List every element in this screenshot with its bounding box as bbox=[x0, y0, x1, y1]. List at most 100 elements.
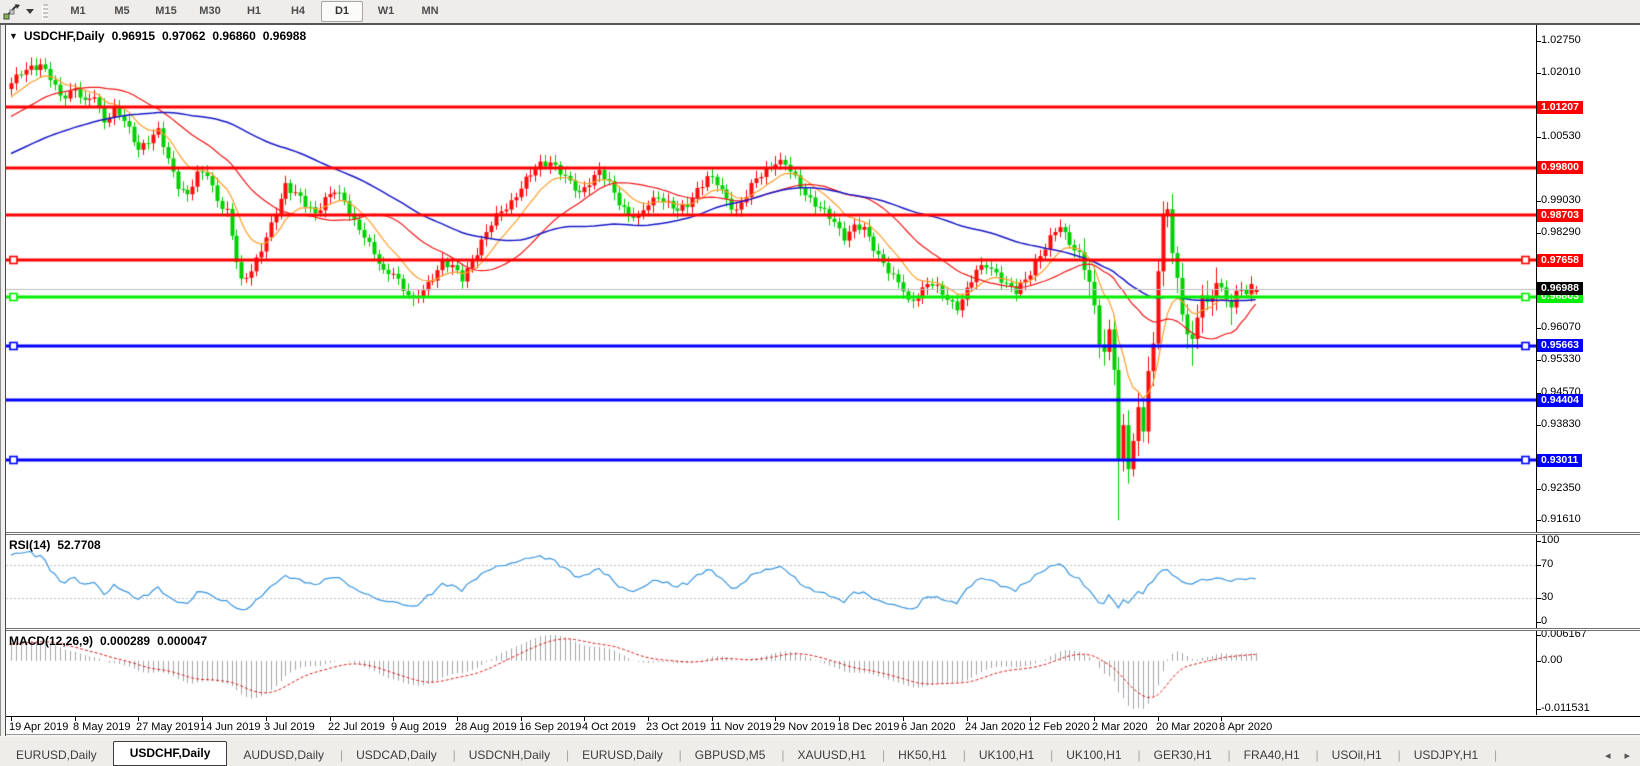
line-price-badge: 0.99800 bbox=[1537, 161, 1583, 174]
price-chart-canvas[interactable] bbox=[6, 26, 1536, 532]
time-axis-date-label: 8 May 2019 bbox=[73, 721, 131, 733]
time-axis-date-label: 14 Jun 2019 bbox=[200, 721, 261, 733]
chart-left-gutter bbox=[0, 25, 6, 736]
macd-canvas[interactable] bbox=[6, 631, 1536, 716]
close-value: 0.96988 bbox=[262, 29, 307, 43]
rsi-axis-tick bbox=[1536, 565, 1541, 566]
price-axis-tick-label: 1.02010 bbox=[1541, 66, 1581, 78]
chart-tab-5-eurusd-daily[interactable]: EURUSD,Daily bbox=[566, 744, 681, 766]
time-axis-date-label: 6 Jan 2020 bbox=[901, 721, 956, 733]
chart-tab-2-audusd-daily[interactable]: AUDUSD,Daily bbox=[227, 744, 342, 766]
time-axis-date-label: 16 Sep 2019 bbox=[519, 721, 582, 733]
time-axis-date-label: 2 Mar 2020 bbox=[1092, 721, 1148, 733]
line-price-badge: 0.95663 bbox=[1537, 339, 1583, 352]
rsi-pane: RSI(14) 52.7708 100 70 30 0 bbox=[0, 534, 1640, 628]
time-axis[interactable]: 19 Apr 2019 8 May 2019 27 May 2019 14 Jun 2… bbox=[0, 716, 1640, 737]
timeframe-button-m15[interactable]: M15 bbox=[155, 5, 177, 17]
tab-scroll-left-icon[interactable]: ◂ bbox=[1604, 750, 1611, 762]
rsi-axis-tick-label: 100 bbox=[1541, 534, 1560, 546]
macd-name: MACD(12,26,9) bbox=[9, 634, 94, 648]
macd-label: MACD(12,26,9) 0.000289 0.000047 bbox=[9, 634, 207, 648]
time-axis-date-label: 19 Apr 2019 bbox=[9, 721, 69, 733]
price-axis-tick-label: 0.93830 bbox=[1541, 418, 1581, 430]
time-axis-date-label: 20 Mar 2020 bbox=[1156, 721, 1218, 733]
time-axis-tick bbox=[521, 717, 522, 721]
time-axis-tick bbox=[648, 717, 649, 721]
tab-scroll-right-icon[interactable]: ▸ bbox=[1624, 750, 1630, 762]
timeframe-button-h1[interactable]: H1 bbox=[246, 5, 262, 17]
macd-pane: MACD(12,26,9) 0.000289 0.000047 0.006167… bbox=[0, 628, 1640, 716]
chevron-down-icon[interactable] bbox=[26, 9, 34, 14]
chart-tab-9-uk100-h1[interactable]: UK100,H1 bbox=[963, 744, 1054, 766]
price-axis-tick bbox=[1536, 73, 1541, 74]
chart-tab-3-usdcad-daily[interactable]: USDCAD,Daily bbox=[340, 744, 455, 766]
open-value: 0.96915 bbox=[111, 29, 155, 43]
timeframe-button-h4[interactable]: H4 bbox=[290, 5, 306, 17]
rsi-axis-tick bbox=[1536, 598, 1541, 599]
time-axis-tick bbox=[712, 717, 713, 721]
price-axis-border bbox=[1536, 25, 1537, 715]
time-axis-date-label: 23 Oct 2019 bbox=[646, 721, 706, 733]
chart-tab-8-hk50-h1[interactable]: HK50,H1 bbox=[882, 744, 965, 766]
chart-tools-icon[interactable] bbox=[2, 3, 22, 21]
time-axis-tick bbox=[457, 717, 458, 721]
time-axis-date-label: 29 Nov 2019 bbox=[773, 721, 836, 733]
time-axis-date-label: 8 Apr 2020 bbox=[1219, 721, 1273, 733]
chart-tab-7-xauusd-h1[interactable]: XAUUSD,H1 bbox=[781, 744, 884, 766]
rsi-axis-tick-label: 70 bbox=[1541, 558, 1554, 570]
timeframe-button-w1[interactable]: W1 bbox=[377, 5, 395, 17]
time-axis-tick bbox=[393, 717, 394, 721]
timeframe-button-m1[interactable]: M1 bbox=[70, 5, 86, 17]
price-axis-tick-label: 0.96070 bbox=[1541, 321, 1581, 333]
chart-tab-6-gbpusd-m5[interactable]: GBPUSD,M5 bbox=[679, 744, 784, 766]
price-axis-tick bbox=[1536, 360, 1541, 361]
pane-splitter[interactable] bbox=[0, 532, 1640, 535]
chart-tab-0-eurusd-daily[interactable]: EURUSD,Daily bbox=[0, 744, 115, 766]
line-price-badge: 1.01207 bbox=[1537, 101, 1583, 114]
timeframe-button-m5[interactable]: M5 bbox=[114, 5, 130, 17]
rsi-value: 52.7708 bbox=[57, 538, 101, 552]
rsi-axis-tick-label: 0 bbox=[1541, 615, 1548, 627]
pane-splitter[interactable] bbox=[0, 628, 1640, 631]
time-axis-tick bbox=[903, 717, 904, 721]
chart-tab-bar: EURUSD,DailyUSDCHF,DailyAUDUSD,DailyUSDC… bbox=[0, 737, 1640, 766]
time-axis-date-label: 4 Oct 2019 bbox=[582, 721, 636, 733]
timeframe-button-m30[interactable]: M30 bbox=[199, 5, 221, 17]
chart-tab-1-usdchf-daily[interactable]: USDCHF,Daily bbox=[112, 741, 228, 766]
price-axis-tick bbox=[1536, 328, 1541, 329]
time-axis-date-label: 9 Aug 2019 bbox=[391, 721, 447, 733]
price-axis-tick bbox=[1536, 520, 1541, 521]
time-axis-date-label: 18 Dec 2019 bbox=[837, 721, 900, 733]
macd-axis-tick-label: 0.00 bbox=[1541, 654, 1563, 666]
rsi-axis-tick bbox=[1536, 541, 1541, 542]
chart-tab-4-usdcnh-daily[interactable]: USDCNH,Daily bbox=[453, 744, 570, 766]
price-axis-tick bbox=[1536, 489, 1541, 490]
timeframe-button-mn[interactable]: MN bbox=[421, 5, 439, 17]
price-axis-tick bbox=[1536, 201, 1541, 202]
price-axis-tick-label: 0.95330 bbox=[1541, 353, 1581, 365]
time-axis-tick bbox=[1030, 717, 1031, 721]
chart-tab-13-usoil-h1[interactable]: USOil,H1 bbox=[1316, 744, 1401, 766]
symbol-period-label: USDCHF,Daily bbox=[23, 29, 105, 43]
chart-tab-10-uk100-h1[interactable]: UK100,H1 bbox=[1050, 744, 1141, 766]
chart-tab-12-fra40-h1[interactable]: FRA40,H1 bbox=[1228, 744, 1319, 766]
time-axis-tick bbox=[138, 717, 139, 721]
collapse-indicator-icon[interactable]: ▼ bbox=[9, 31, 18, 41]
rsi-canvas[interactable] bbox=[6, 535, 1536, 628]
rsi-axis-tick-label: 30 bbox=[1541, 591, 1554, 603]
macd-axis-tick bbox=[1536, 661, 1541, 662]
chart-tab-11-ger30-h1[interactable]: GER30,H1 bbox=[1138, 744, 1231, 766]
time-axis-tick bbox=[775, 717, 776, 721]
chart-title: ▼ USDCHF,Daily 0.96915 0.97062 0.96860 0… bbox=[9, 29, 306, 43]
price-axis-tick bbox=[1536, 137, 1541, 138]
price-axis-tick-label: 0.92350 bbox=[1541, 482, 1581, 494]
time-axis-date-label: 28 Aug 2019 bbox=[455, 721, 517, 733]
time-axis-date-label: 24 Jan 2020 bbox=[965, 721, 1026, 733]
rsi-label: RSI(14) 52.7708 bbox=[9, 538, 101, 552]
macd-axis-tick bbox=[1536, 709, 1541, 710]
time-axis-tick bbox=[967, 717, 968, 721]
timeframe-button-d1[interactable]: D1 bbox=[321, 1, 363, 22]
time-axis-date-label: 11 Nov 2019 bbox=[710, 721, 772, 733]
chart-tab-14-usdjpy-h1[interactable]: USDJPY,H1 bbox=[1398, 744, 1498, 766]
time-axis-tick bbox=[584, 717, 585, 721]
